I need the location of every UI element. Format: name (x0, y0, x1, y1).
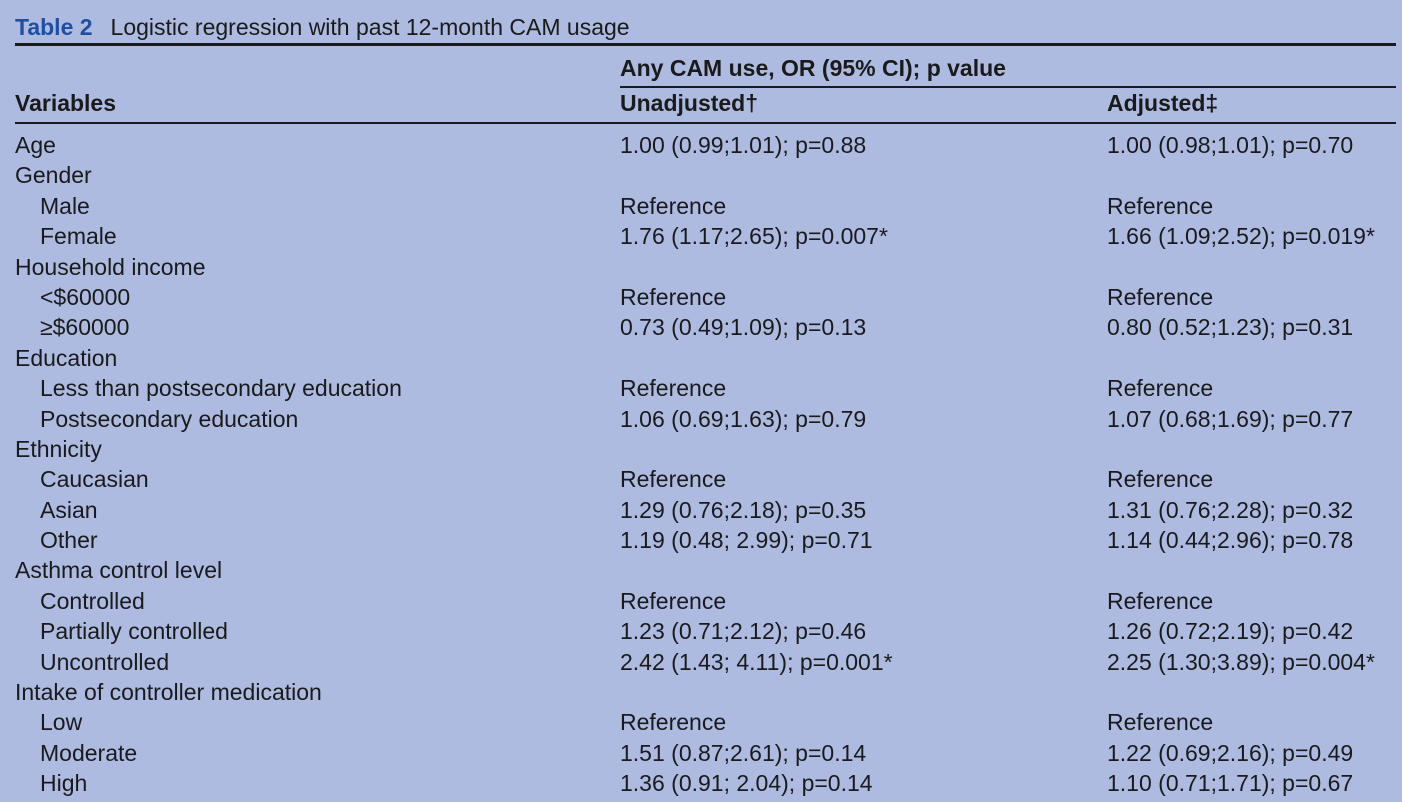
variable-cell: Controlled (40, 587, 145, 614)
adjusted-cell: 1.31 (0.76;2.28); p=0.32 (1107, 496, 1354, 523)
variable-cell: High (40, 770, 88, 797)
adjusted-cell: 1.07 (0.68;1.69); p=0.77 (1107, 405, 1354, 432)
adjusted-cell: Reference (1107, 192, 1214, 219)
table-row: Intake of controller medication (0, 677, 1402, 707)
adjusted-cell: Reference (1107, 283, 1214, 310)
table-row: Moderate 1.51 (0.87;2.61); p=0.14 1.22 (0.… (0, 738, 1402, 768)
table-row: Female 1.76 (1.17;2.65); p=0.007* 1.66 (1.… (0, 221, 1402, 251)
variable-cell: Ethnicity (15, 435, 102, 462)
variable-cell: Less than postsecondary education (40, 375, 402, 402)
unadjusted-cell: 0.73 (0.49;1.09); p=0.13 (620, 314, 867, 341)
variable-cell: Other (40, 527, 98, 554)
table-label: Table 2 (15, 14, 93, 40)
adjusted-cell: 1.00 (0.98;1.01); p=0.70 (1107, 132, 1354, 158)
table-row: Postsecondary education 1.06 (0.69;1.63);… (0, 404, 1402, 434)
variable-cell: Uncontrolled (40, 648, 170, 675)
adjusted-cell: Reference (1107, 709, 1214, 736)
table-row: Asthma control level (0, 555, 1402, 585)
table-row: Less than postsecondary education Referen… (0, 373, 1402, 403)
adjusted-cell: 1.22 (0.69;2.16); p=0.49 (1107, 739, 1354, 766)
adjusted-cell: 1.14 (0.44;2.96); p=0.78 (1107, 527, 1354, 554)
unadjusted-cell: 1.29 (0.76;2.18); p=0.35 (620, 496, 867, 523)
table-row: Asian 1.29 (0.76;2.18); p=0.35 1.31 (0.76;… (0, 495, 1402, 525)
table-row: Ethnicity (0, 434, 1402, 464)
unadjusted-cell: 1.36 (0.91; 2.04); p=0.14 (620, 770, 873, 797)
adjusted-cell: Reference (1107, 466, 1214, 493)
variable-cell: Postsecondary education (40, 405, 299, 432)
variable-cell: Asian (40, 496, 98, 523)
variable-cell: Gender (15, 162, 92, 189)
variable-cell: Partially controlled (40, 618, 228, 645)
variable-cell: Caucasian (40, 466, 149, 493)
top-rule (15, 43, 1396, 46)
table-row: <$60000 Reference Reference (0, 282, 1402, 312)
table-row: Partially controlled 1.23 (0.71;2.12); p=… (0, 616, 1402, 646)
table-row: Other 1.19 (0.48; 2.99); p=0.71 1.14 (0.44… (0, 525, 1402, 555)
adjusted-cell: 1.10 (0.71;1.71); p=0.67 (1107, 770, 1354, 797)
unadjusted-header: Unadjusted† (620, 90, 759, 116)
variables-header: Variables (15, 90, 117, 116)
table-row: Gender (0, 160, 1402, 190)
table-row: Uncontrolled 2.42 (1.43; 4.11); p=0.001* 2… (0, 647, 1402, 677)
table-row: Low Reference Reference (0, 707, 1402, 737)
unadjusted-cell: 1.00 (0.99;1.01); p=0.88 (620, 132, 867, 158)
unadjusted-cell: Reference (620, 466, 727, 493)
variable-cell: ≥$60000 (40, 314, 130, 341)
adjusted-cell: 2.25 (1.30;3.89); p=0.004* (1107, 648, 1375, 675)
spanning-header: Any CAM use, OR (95% CI); p value (620, 55, 1006, 81)
unadjusted-cell: 1.51 (0.87;2.61); p=0.14 (620, 739, 867, 766)
table-row: Education (0, 343, 1402, 373)
adjusted-cell: 0.80 (0.52;1.23); p=0.31 (1107, 314, 1354, 341)
unadjusted-cell: Reference (620, 587, 727, 614)
table-row: Age 1.00 (0.99;1.01); p=0.88 1.00 (0.98;1.… (0, 130, 1402, 160)
table-row: ≥$60000 0.73 (0.49;1.09); p=0.13 0.80 (0.5… (0, 312, 1402, 342)
unadjusted-cell: 1.76 (1.17;2.65); p=0.007* (620, 223, 888, 250)
unadjusted-cell: 1.19 (0.48; 2.99); p=0.71 (620, 527, 873, 554)
adjusted-cell: Reference (1107, 375, 1214, 402)
table-title: Logistic regression with past 12-month C… (110, 14, 630, 40)
table-body: Age 1.00 (0.99;1.01); p=0.88 1.00 (0.98;1.… (0, 130, 1402, 799)
table-row: High 1.36 (0.91; 2.04); p=0.14 1.10 (0.71;… (0, 768, 1402, 798)
variable-cell: Moderate (40, 739, 138, 766)
variable-cell: Low (40, 709, 83, 736)
table-row: Household income (0, 252, 1402, 282)
unadjusted-cell: 1.23 (0.71;2.12); p=0.46 (620, 618, 867, 645)
header-rule (15, 122, 1396, 124)
adjusted-header: Adjusted‡ (1107, 90, 1219, 116)
variable-cell: Male (40, 192, 90, 219)
table-row: Caucasian Reference Reference (0, 464, 1402, 494)
table-caption: Table 2 Logistic regression with past 12-… (15, 12, 630, 42)
table-row: Controlled Reference Reference (0, 586, 1402, 616)
variable-cell: Asthma control level (15, 557, 223, 584)
variable-cell: <$60000 (40, 283, 131, 310)
unadjusted-cell: Reference (620, 709, 727, 736)
unadjusted-cell: 2.42 (1.43; 4.11); p=0.001* (620, 648, 893, 675)
variable-cell: Intake of controller medication (15, 679, 322, 706)
adjusted-cell: Reference (1107, 587, 1214, 614)
variable-cell: Female (40, 223, 117, 250)
unadjusted-cell: Reference (620, 283, 727, 310)
variable-cell: Age (15, 132, 56, 158)
table-row: Male Reference Reference (0, 191, 1402, 221)
spanning-rule (620, 86, 1396, 88)
unadjusted-cell: Reference (620, 375, 727, 402)
unadjusted-cell: Reference (620, 192, 727, 219)
variable-cell: Household income (15, 253, 206, 280)
unadjusted-cell: 1.06 (0.69;1.63); p=0.79 (620, 405, 867, 432)
adjusted-cell: 1.26 (0.72;2.19); p=0.42 (1107, 618, 1354, 645)
adjusted-cell: 1.66 (1.09;2.52); p=0.019* (1107, 223, 1375, 250)
variable-cell: Education (15, 344, 118, 371)
